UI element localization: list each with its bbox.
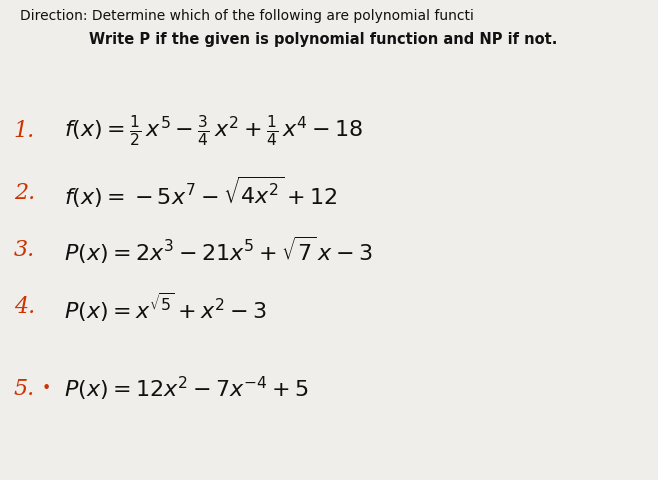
Text: 5.: 5. (14, 377, 35, 399)
Text: $f(x) = \frac{1}{2}\, x^5 - \frac{3}{4}\, x^2 + \frac{1}{4}\, x^4 - 18$: $f(x) = \frac{1}{2}\, x^5 - \frac{3}{4}\… (64, 113, 363, 148)
Text: $P(x) = 2x^3 - 21x^5 + \sqrt{7}\, x - 3$: $P(x) = 2x^3 - 21x^5 + \sqrt{7}\, x - 3$ (64, 234, 372, 265)
Text: 2.: 2. (14, 181, 35, 203)
Text: $P(x) = x^{\sqrt{5}} + x^2 - 3$: $P(x) = x^{\sqrt{5}} + x^2 - 3$ (64, 290, 266, 323)
Text: •: • (42, 380, 51, 396)
Text: 4.: 4. (14, 296, 35, 318)
Text: $f(x) = -5x^7 - \sqrt{4x^2} + 12$: $f(x) = -5x^7 - \sqrt{4x^2} + 12$ (64, 175, 338, 210)
Text: Direction: Determine which of the following are polynomial functi: Direction: Determine which of the follow… (20, 9, 474, 23)
Text: Write P if the given is polynomial function and NP if not.: Write P if the given is polynomial funct… (89, 33, 557, 48)
Text: 1.: 1. (14, 119, 35, 141)
Text: 3.: 3. (14, 239, 35, 261)
Text: $P(x) = 12x^2 - 7x^{-4} + 5$: $P(x) = 12x^2 - 7x^{-4} + 5$ (64, 374, 309, 402)
